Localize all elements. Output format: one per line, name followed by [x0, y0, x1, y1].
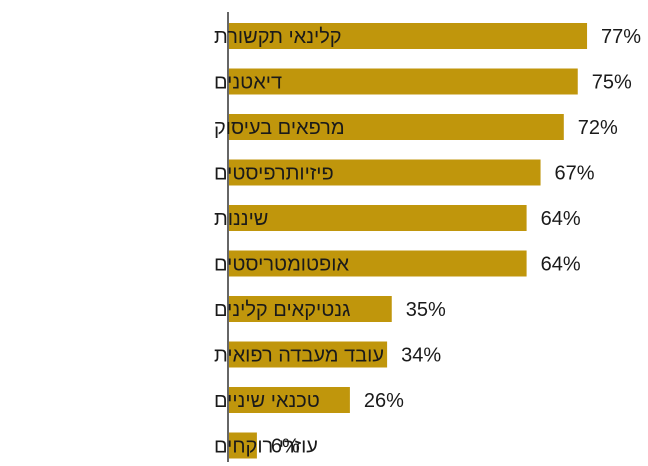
bars-group: קלינאי תקשורת 77% דיאטנים 75% מרפאים בעיסוק 7… [214, 23, 641, 459]
bar [229, 250, 527, 277]
value-label: 72% [578, 117, 618, 139]
value-label: 64% [541, 254, 581, 276]
category-label: גנטיקאים קלינים [214, 299, 351, 321]
category-label: עובד מעבדה רפואית [214, 345, 384, 367]
category-label: מרפאים בעיסוק [214, 117, 345, 139]
category-label: טכנאי שיניים [214, 390, 320, 412]
value-label: 26% [364, 390, 404, 412]
value-label: 34% [401, 345, 441, 367]
category-label: שיננות [214, 208, 268, 230]
bar [229, 341, 388, 368]
value-label: 75% [592, 72, 632, 94]
value-label: 35% [406, 299, 446, 321]
category-label: פיזיותרפיסטים [214, 163, 334, 185]
value-label: 77% [601, 26, 641, 48]
bar [229, 159, 541, 186]
bar [229, 205, 527, 231]
bar [229, 432, 257, 459]
value-label: 67% [555, 163, 595, 185]
bar [229, 23, 588, 49]
category-label: אופטומטריסטים [214, 254, 349, 276]
category-label: דיאטנים [214, 72, 282, 94]
category-label: עוזרי רוקחים [214, 436, 318, 458]
bar [229, 114, 564, 140]
bar [229, 296, 392, 322]
bar [229, 68, 578, 95]
bar [229, 387, 350, 413]
value-label: 6% [271, 436, 300, 458]
category-label: קלינאי תקשורת [214, 26, 342, 48]
value-label: 64% [541, 208, 581, 230]
